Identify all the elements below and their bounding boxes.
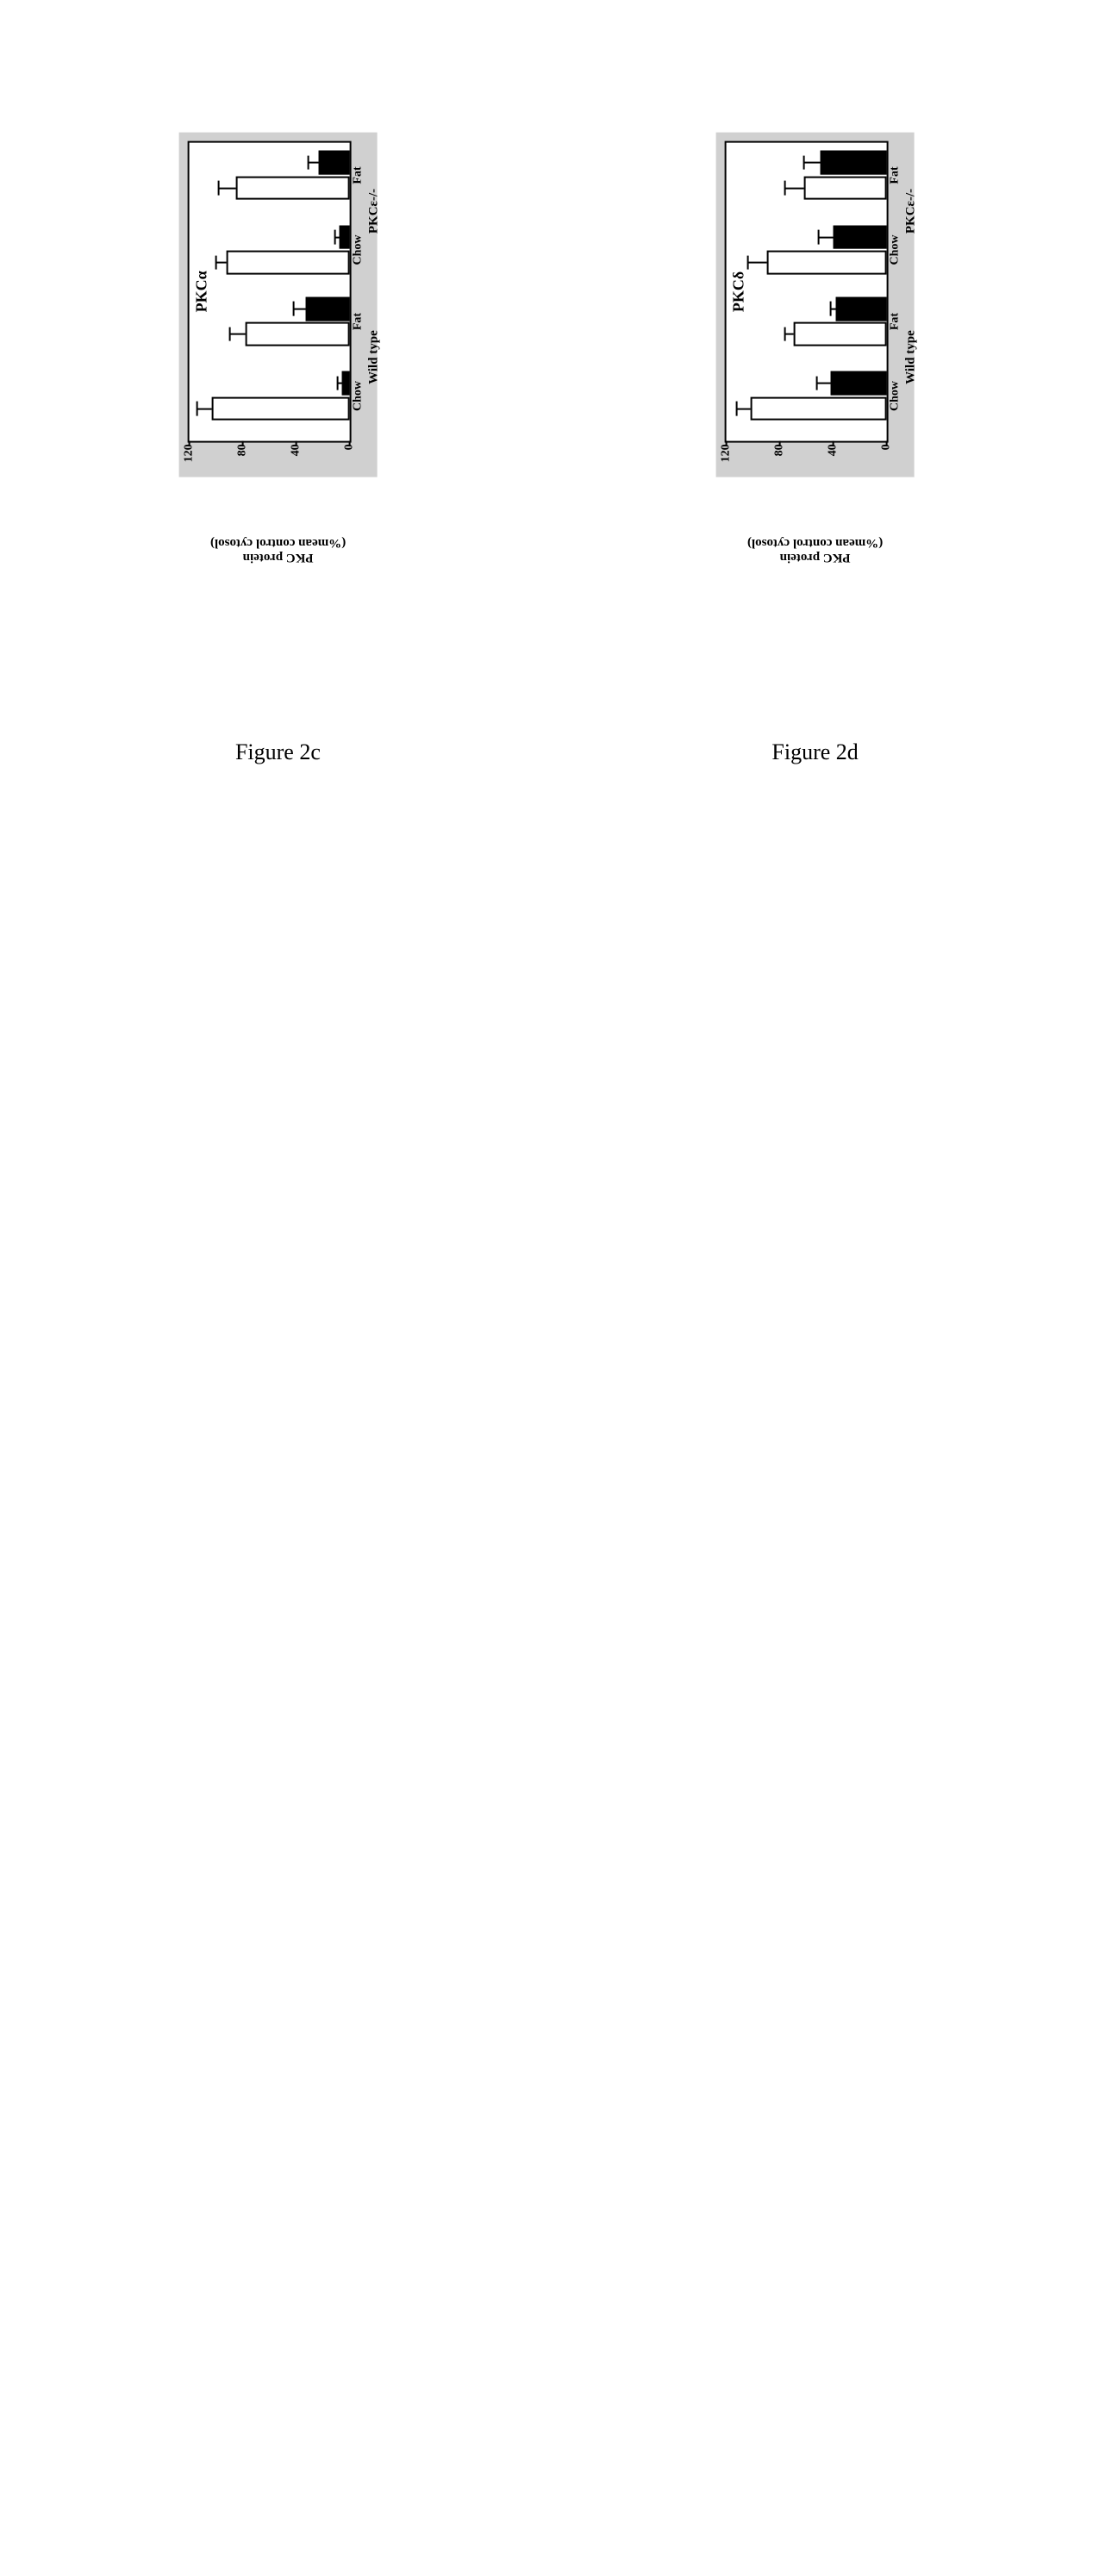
y-axis-label: PKC protein(%mean control cytosol) bbox=[747, 535, 883, 564]
error-bar-cap bbox=[830, 302, 832, 316]
error-bar-stem bbox=[229, 334, 246, 335]
x-category-label: Fat bbox=[889, 166, 903, 184]
error-bar-cap bbox=[218, 181, 220, 196]
error-bar-stem bbox=[293, 308, 305, 309]
error-bar-cap bbox=[334, 230, 335, 245]
error-bar-stem bbox=[747, 262, 766, 264]
y-tick-mark bbox=[886, 440, 888, 446]
bar-membrane bbox=[831, 371, 887, 396]
error-bar-cap bbox=[228, 327, 230, 341]
error-bar-cap bbox=[336, 377, 338, 391]
error-bar-stem bbox=[219, 187, 236, 189]
bar-cytosol bbox=[751, 396, 887, 421]
x-group-label: Wild type bbox=[366, 330, 381, 384]
y-axis-label-block: PKC protein(%mean control cytosol) bbox=[716, 482, 915, 617]
error-bar-stem bbox=[215, 262, 226, 264]
plot-frame: PKCα04080120ChowFatChowFatWild typePKCε-… bbox=[178, 132, 377, 477]
figure-panel-c: PKC protein(%mean control cytosol) PKCα04… bbox=[35, 17, 521, 765]
x-category-label: Fat bbox=[351, 313, 365, 330]
figure-caption: Figure 2c bbox=[235, 739, 321, 765]
rotated-block: PKC protein(%mean control cytosol) PKCα04… bbox=[178, 132, 377, 617]
bar-membrane bbox=[305, 296, 349, 321]
error-bar-stem bbox=[737, 408, 751, 409]
error-bar-cap bbox=[818, 230, 820, 245]
error-bar-cap bbox=[746, 255, 748, 270]
bar-cytosol bbox=[766, 251, 887, 275]
chart-outer: PKC protein(%mean control cytosol) PKCα04… bbox=[178, 132, 377, 617]
bar-cytosol bbox=[804, 176, 887, 200]
error-bar-stem bbox=[804, 162, 821, 164]
y-tick-mark bbox=[726, 440, 728, 446]
y-tick-mark bbox=[833, 440, 834, 446]
figure-caption: Figure 2d bbox=[771, 739, 858, 765]
x-category-label: Chow bbox=[351, 381, 365, 411]
x-category-label: Chow bbox=[889, 381, 903, 411]
y-tick-mark bbox=[348, 440, 350, 446]
y-axis-label: PKC protein(%mean control cytosol) bbox=[210, 535, 346, 564]
chart-outer: PKC protein(%mean control cytosol) PKCδ04… bbox=[716, 132, 915, 617]
bar-cytosol bbox=[236, 176, 350, 200]
x-group-label: PKCε-/- bbox=[366, 189, 381, 234]
y-tick-mark bbox=[779, 440, 781, 446]
bar-cytosol bbox=[227, 251, 350, 275]
x-group-label: Wild type bbox=[904, 330, 919, 384]
plot-frame: PKCδ04080120ChowFatChowFatWild typePKCε-… bbox=[716, 132, 915, 477]
error-bar-cap bbox=[784, 181, 786, 196]
x-category-label: Chow bbox=[351, 234, 365, 265]
y-axis-label-block: PKC protein(%mean control cytosol) bbox=[178, 482, 377, 617]
error-bar-cap bbox=[816, 377, 818, 391]
plot-area: PKCδ04080120ChowFatChowFatWild typePKCε-… bbox=[725, 140, 889, 442]
error-bar-stem bbox=[785, 187, 804, 189]
x-category-label: Fat bbox=[889, 313, 903, 330]
bar-membrane bbox=[820, 151, 887, 175]
figure-panel-d: PKC protein(%mean control cytosol) PKCδ04… bbox=[572, 17, 1058, 765]
error-bar-stem bbox=[817, 383, 831, 384]
bar-cytosol bbox=[793, 322, 887, 346]
error-bar-stem bbox=[785, 334, 793, 335]
bar-cytosol bbox=[212, 396, 350, 421]
y-tick-mark bbox=[188, 440, 190, 446]
error-bar-cap bbox=[803, 155, 805, 170]
x-category-label: Fat bbox=[351, 166, 365, 184]
x-group-label: PKCε-/- bbox=[904, 189, 919, 234]
bar-membrane bbox=[836, 296, 887, 321]
plot-wrap: PKCα04080120ChowFatChowFatWild typePKCε-… bbox=[178, 132, 377, 477]
error-bar-stem bbox=[197, 408, 212, 409]
error-bar-stem bbox=[819, 236, 834, 238]
bar-membrane bbox=[319, 151, 350, 175]
error-bar-cap bbox=[197, 402, 198, 416]
error-bar-stem bbox=[308, 162, 318, 164]
error-bar-cap bbox=[292, 302, 294, 316]
y-tick-mark bbox=[295, 440, 297, 446]
bars-layer bbox=[727, 142, 887, 440]
bar-membrane bbox=[834, 225, 887, 249]
bar-cytosol bbox=[246, 322, 350, 346]
bar-membrane bbox=[339, 225, 349, 249]
error-bar-cap bbox=[307, 155, 309, 170]
bars-layer bbox=[189, 142, 349, 440]
x-category-label: Chow bbox=[889, 234, 903, 265]
error-bar-cap bbox=[784, 327, 786, 341]
error-bar-cap bbox=[215, 255, 216, 270]
plot-wrap: PKCδ04080120ChowFatChowFatWild typePKCε-… bbox=[716, 132, 915, 477]
error-bar-cap bbox=[736, 402, 738, 416]
rotated-block: PKC protein(%mean control cytosol) PKCδ04… bbox=[716, 132, 915, 617]
plot-area: PKCα04080120ChowFatChowFatWild typePKCε-… bbox=[187, 140, 351, 442]
y-tick-mark bbox=[241, 440, 243, 446]
bar-membrane bbox=[341, 371, 349, 396]
